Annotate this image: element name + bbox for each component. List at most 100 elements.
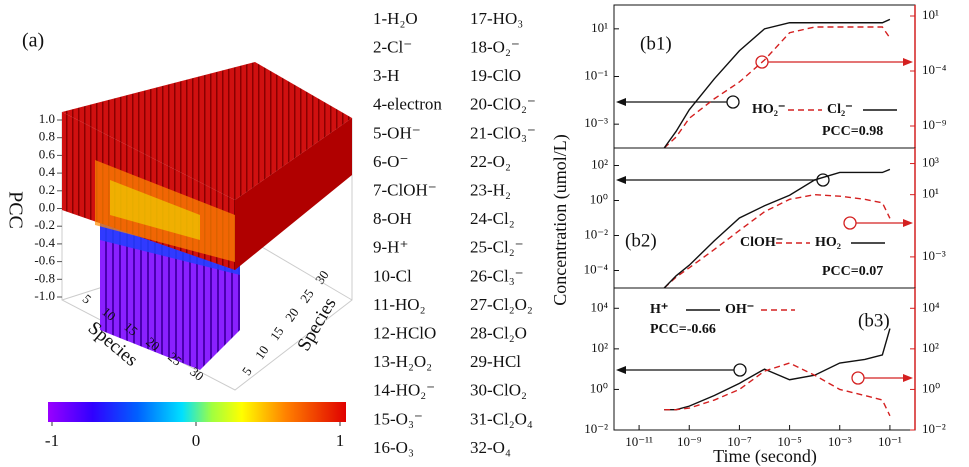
species-label: 11-HO₂ — [373, 295, 426, 314]
y-axis-label: Species — [293, 294, 340, 355]
z-tick-label: -0.4 — [34, 235, 55, 250]
species-label: 27-Cl₂O₂ — [470, 295, 533, 314]
species-label: 22-O₂ — [470, 152, 511, 171]
species-label: 10-Cl — [373, 266, 412, 285]
series-line — [664, 362, 891, 417]
species-label: 32-O₄ — [470, 438, 511, 457]
bar3d-illustration — [61, 62, 353, 391]
z-tick-label: 0.2 — [39, 182, 55, 197]
y-tick-label: 20 — [282, 305, 302, 324]
z-tick-label: 1.0 — [39, 111, 55, 126]
species-label: 30-ClO₂ — [470, 381, 527, 400]
species-label: 13-H₂O₂ — [373, 352, 432, 371]
species-label: 19-ClO — [470, 66, 521, 85]
series-line — [663, 193, 891, 289]
species-label: 6-O⁻ — [373, 152, 408, 171]
z-tick-label: 0.6 — [39, 146, 56, 161]
y-tick-label: 10⁻² — [584, 226, 608, 241]
x-tick-label: 10⁻¹ — [878, 434, 902, 449]
species-label: 18-O₂⁻ — [470, 38, 520, 57]
y2-tick-label: 10¹ — [922, 186, 939, 201]
y-tick-label: 10⁴ — [590, 299, 608, 314]
species-label: 28-Cl₂O — [470, 324, 527, 343]
species-label: 1-H₂O — [373, 9, 418, 28]
species-label: 15-O₃⁻ — [373, 409, 423, 428]
y-tick-label: 10 — [252, 343, 272, 362]
y2-tick-label: 10⁰ — [922, 380, 940, 395]
legend-label: HO₂ — [815, 235, 841, 250]
y-tick-label: 10⁻³ — [584, 115, 608, 130]
z-tick-label: -1.0 — [34, 288, 55, 303]
species-label: 8-OH — [373, 209, 412, 228]
panel-label: (b3) — [858, 310, 890, 331]
species-label: 7-ClOH⁻ — [373, 181, 437, 200]
species-label: 31-Cl₂O₄ — [470, 409, 533, 428]
y-tick-label: 10⁻¹ — [584, 67, 608, 82]
y-tick-label: 10⁰ — [590, 380, 608, 395]
species-label: 16-O₃ — [373, 438, 414, 457]
x-tick-label: 10⁻⁵ — [777, 434, 801, 449]
species-label: 21-ClO₃⁻ — [470, 123, 536, 142]
colorbar — [48, 402, 346, 422]
y2-tick-label: 10⁻⁹ — [922, 117, 947, 132]
panel-label: (a) — [22, 30, 44, 52]
z-axis-label: PCC — [4, 191, 26, 229]
species-label: 17-HO₃ — [470, 9, 523, 28]
legend-label: Cl₂⁻ — [827, 102, 853, 117]
series-line — [663, 18, 891, 149]
species-label: 9-H⁺ — [373, 238, 408, 257]
species-label: 23-H₂ — [470, 181, 511, 200]
x-tick-label: 10⁻³ — [828, 434, 852, 449]
legend-label: ClOH⁻ — [740, 235, 783, 250]
species-label: 2-Cl⁻ — [373, 38, 412, 57]
x-tick-label: 10⁻¹¹ — [625, 434, 653, 449]
annotation: PCC=-0.66 — [650, 322, 716, 337]
y-tick-label: 15 — [267, 324, 287, 343]
y2-tick-label: 10⁻² — [922, 421, 946, 436]
species-label: 24-Cl₂ — [470, 209, 515, 228]
x-tick-label: 10⁻⁷ — [727, 434, 751, 449]
y2-tick-label: 10⁻³ — [922, 248, 946, 263]
y-tick-label: 5 — [239, 364, 255, 378]
y2-tick-label: 10¹ — [922, 7, 939, 22]
y2-tick-label: 10² — [922, 340, 939, 355]
series-line — [663, 26, 891, 149]
species-label: 20-ClO₂⁻ — [470, 95, 536, 114]
colorbar-tick-label: 0 — [192, 431, 201, 450]
z-tick-label: 0.0 — [39, 199, 55, 214]
y-tick-label: 30 — [312, 268, 332, 287]
colorbar-tick-label: -1 — [45, 431, 59, 450]
y-tick-label: 10² — [591, 156, 608, 171]
y2-tick-label: 10⁴ — [922, 299, 940, 314]
panel-label: (b2) — [625, 230, 657, 251]
z-tick-label: 0.8 — [39, 129, 55, 144]
series-line — [664, 328, 891, 411]
species-label: 29-HCl — [470, 352, 521, 371]
species-label: 12-HClO — [373, 324, 436, 343]
y-tick-label: 25 — [297, 286, 317, 305]
z-tick-label: -0.8 — [34, 270, 55, 285]
z-tick-label: 0.4 — [39, 164, 56, 179]
species-label: 5-OH⁻ — [373, 123, 421, 142]
panel-label: (b1) — [640, 33, 672, 54]
y-axis-label: Concentration (umol/L) — [550, 134, 571, 305]
y-tick-label: 10¹ — [591, 20, 608, 35]
x-tick-label: 10⁻⁹ — [677, 434, 702, 449]
legend-label: H⁺ — [650, 302, 668, 317]
y-tick-label: 10⁻² — [584, 421, 608, 436]
series-line — [663, 168, 891, 289]
species-label: 14-HO₂⁻ — [373, 381, 435, 400]
species-label: 25-Cl₂⁻ — [470, 238, 524, 257]
z-tick-label: -0.2 — [34, 217, 55, 232]
y2-tick-label: 10⁻⁴ — [922, 62, 947, 77]
species-label: 3-H — [373, 66, 399, 85]
legend-label: HO₂⁻ — [752, 102, 785, 117]
species-label: 26-Cl₃⁻ — [470, 266, 524, 285]
y-tick-label: 10⁻⁴ — [584, 261, 609, 276]
annotation: PCC=0.07 — [822, 264, 883, 279]
colorbar-tick-label: 1 — [336, 431, 345, 450]
y2-tick-label: 10³ — [922, 155, 939, 170]
x-axis-label: Time (second) — [713, 446, 817, 467]
